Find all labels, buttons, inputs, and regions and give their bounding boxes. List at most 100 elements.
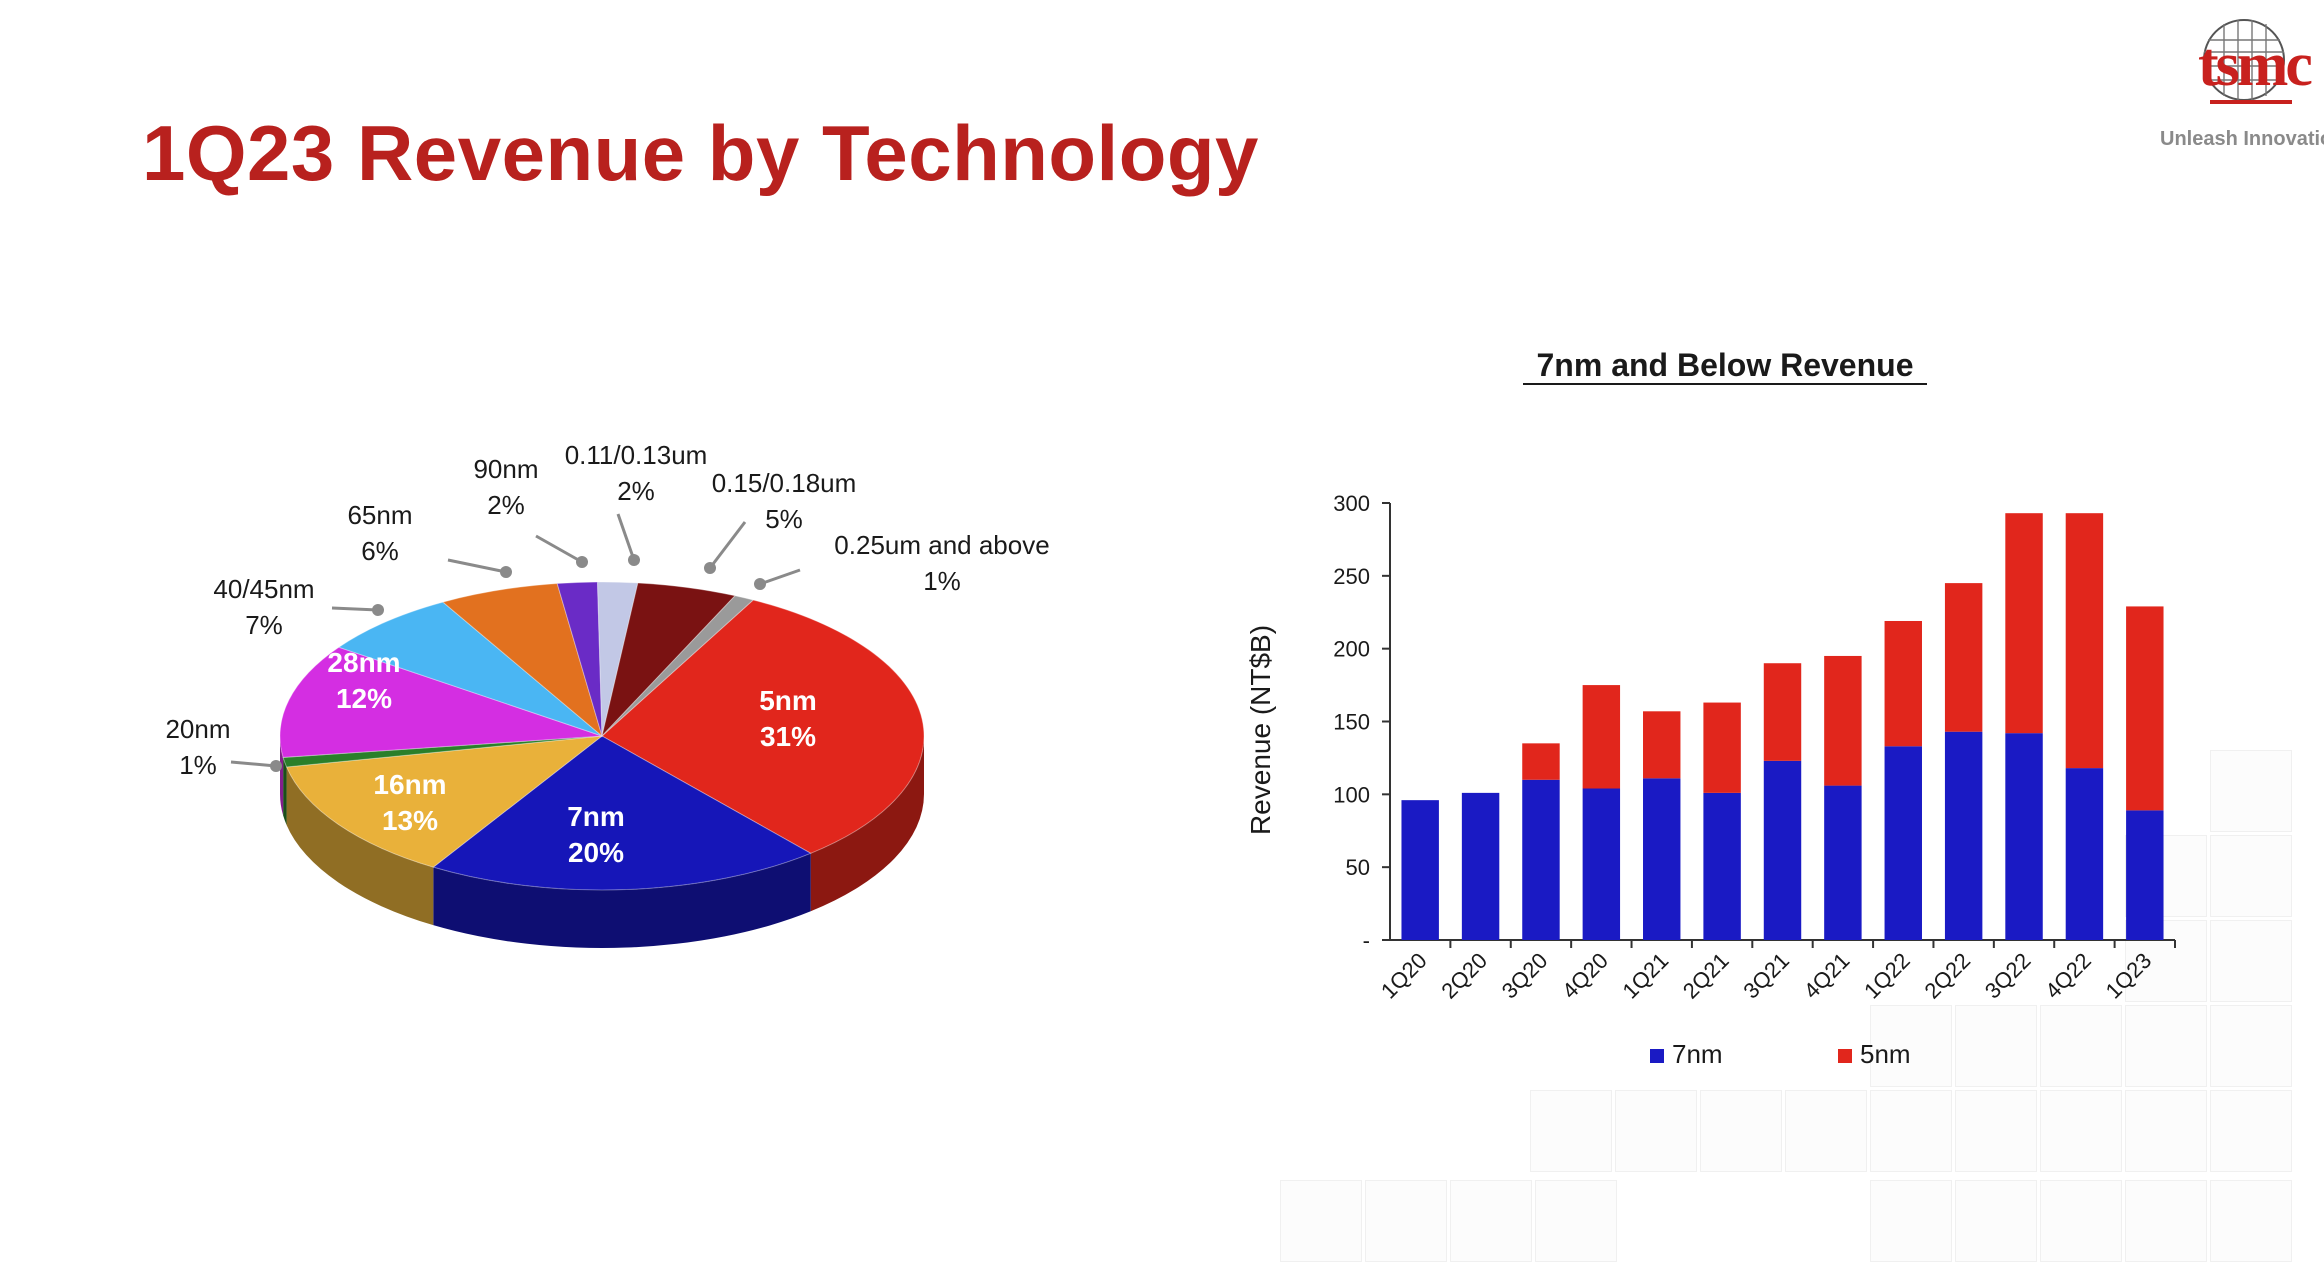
bar-7nm-2q20 [1461,792,1500,940]
background-tile [1530,1090,1612,1172]
bar-7nm-3q22 [2005,733,2043,940]
bar-7nm-1q22 [1884,746,1922,940]
background-tile [1870,1180,1952,1262]
leader-line-40-45nm [331,606,379,612]
background-tile [1535,1180,1617,1262]
x-tick-label-2q21: 2Q21 [1678,948,1734,1004]
x-tick-label-1q21: 1Q21 [1618,948,1674,1004]
leader-line-20nm [230,760,277,768]
pie-value-0-25um-and-above: 1% [923,566,961,596]
pie-labels-layer: 5nm 31% 7nm 20% 16nm 13% 20nm 1% 28nm 12% 40/45nm 7… [165,440,1049,868]
pie-label-5nm: 5nm [759,685,817,716]
wafer-globe-icon [2203,19,2292,104]
bar-5nm-4q20 [1582,685,1621,789]
bar-7nm-4q22 [2065,768,2104,940]
leader-line-90nm [535,534,583,564]
x-tick-label-3q21: 3Q21 [1738,948,1794,1004]
x-tick-label-3q22: 3Q22 [1980,948,2036,1004]
pie-value-65nm: 6% [361,536,399,566]
leader-dot-0-11-0-13um [628,554,640,566]
y-tick-label: - [1363,928,1370,953]
bar-5nm-3q20 [1522,743,1560,780]
legend-label-5nm: 5nm [1860,1039,1911,1069]
pie-value-0-11-0-13um: 2% [617,476,655,506]
pie-slice-90nm [556,581,603,737]
leader-dot-65nm [500,566,512,578]
background-tile [1280,1180,1362,1262]
bar-5nm-4q21 [1824,655,1862,786]
background-tile [1870,1090,1952,1172]
pie-value-0-15-0-18um: 5% [765,504,803,534]
pie-slice-65nm [441,582,603,738]
leader-dot-20nm [270,760,282,772]
pie-slice-0-15-0-18um [601,582,736,738]
bar-legend: 7nm 5nm [1650,1039,1911,1069]
bar-5nm-1q22 [1884,620,1922,747]
x-tick-label-4q21: 4Q21 [1799,948,1855,1004]
legend-swatch-7nm [1650,1049,1664,1063]
background-tile [2040,1180,2122,1262]
bar-7nm-1q21 [1643,778,1681,940]
bar-chart-7nm-and-below-revenue: 7nm and Below Revenue Revenue (NT$B) - 50… [1245,347,2176,1069]
leader-line-0-25um-and-above [759,568,801,586]
pie-depth-layer [280,736,924,948]
pie-value-7nm: 20% [568,837,624,868]
y-tick-label: 300 [1333,491,1370,516]
bar-7nm-1q23 [2126,810,2164,940]
leader-line-0-15-0-18um [708,521,747,569]
bar-5nm-1q23 [2126,606,2164,811]
x-tick-label-4q22: 4Q22 [2040,948,2096,1004]
background-tile [1955,1005,2037,1087]
bar-marks [1401,513,2164,940]
pie-label-16nm: 16nm [373,769,446,800]
y-tick-label: 150 [1333,710,1370,735]
bar-y-ticks: - 50 100 150 200 250 300 [1333,491,2176,953]
pie-slice-0-11-0-13um [596,581,639,737]
y-tick-label: 100 [1333,782,1370,807]
background-tile [1955,1180,2037,1262]
background-tile [2210,1180,2292,1262]
pie-side-16nm [286,766,434,926]
x-tick-label-2q22: 2Q22 [1919,948,1975,1004]
pie-slice-16nm [285,735,604,868]
x-tick-label-1q20: 1Q20 [1376,948,1432,1004]
pie-side-20nm [283,757,287,825]
pie-chart-revenue-by-technology: 5nm 31% 7nm 20% 16nm 13% 20nm 1% 28nm 12% 40/45nm 7… [165,440,1050,948]
pie-slice-7nm [432,735,812,891]
background-tile [2125,1180,2207,1262]
legend-swatch-5nm [1838,1049,1852,1063]
x-tick-label-1q23: 1Q23 [2101,948,2157,1004]
background-tile [2040,1090,2122,1172]
pie-label-0-11-0-13um: 0.11/0.13um [565,440,708,470]
pie-side-5nm [810,736,924,912]
bar-5nm-4q22 [2065,513,2104,769]
background-tile [1615,1090,1697,1172]
bar-7nm-4q20 [1582,788,1621,940]
logo-tagline: Unleash Innovation [2160,128,2324,150]
background-tile [1365,1180,1447,1262]
background-tile [2125,1090,2207,1172]
pie-value-5nm: 31% [760,721,816,752]
logo-wordmark: tsmc [2198,31,2313,99]
pie-slice-28nm [279,646,603,758]
background-tile [2210,1090,2292,1172]
bar-7nm-4q21 [1824,785,1862,940]
pie-value-16nm: 13% [382,805,438,836]
bar-7nm-2q21 [1703,792,1741,940]
background-tile [1785,1090,1867,1172]
y-tick-label: 200 [1333,637,1370,662]
bar-5nm-3q22 [2005,513,2043,734]
background-tile [2210,920,2292,1002]
x-tick-label-4q20: 4Q20 [1557,948,1613,1004]
pie-slice-0-25um-and-above [601,595,755,737]
background-tile [1700,1090,1782,1172]
tsmc-logo: tsmc Unleash Innovation [2150,10,2324,160]
pie-value-90nm: 2% [487,490,525,520]
leader-dot-0-15-0-18um [704,562,716,574]
pie-label-0-25um-and-above: 0.25um and above [834,530,1049,560]
bar-x-tick-labels: 1Q20 2Q20 3Q20 4Q20 1Q21 2Q21 3Q21 4Q21 1Q22 2Q22… [1376,948,2156,1004]
background-tile [1450,1180,1532,1262]
pie-slice-20nm [282,735,603,768]
background-tile [1955,1090,2037,1172]
